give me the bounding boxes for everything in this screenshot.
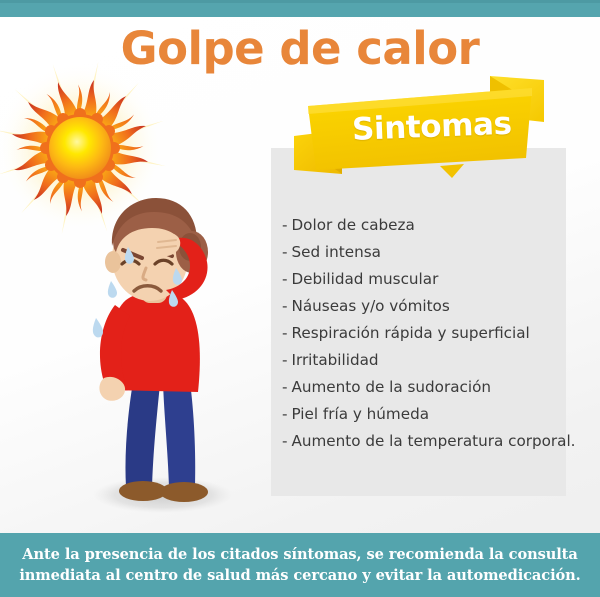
page-title: Golpe de calor <box>120 22 480 75</box>
list-item-label: Debilidad muscular <box>291 270 439 288</box>
bullet-dash: - <box>282 378 288 396</box>
sintomas-ribbon: Sintomas <box>294 76 570 178</box>
footer-line-2: inmediata al centro de salud más cercano… <box>19 567 581 584</box>
list-item-label: Sed intensa <box>291 243 381 261</box>
bullet-dash: - <box>282 216 288 234</box>
symptoms-panel <box>271 148 566 496</box>
bullet-dash: - <box>282 297 288 315</box>
bullet-dash: - <box>282 243 288 261</box>
symptoms-list: - Dolor de cabeza - Sed intensa - Debilidad… <box>282 212 576 455</box>
list-item-label: Aumento de la temperatura corporal. <box>291 432 576 450</box>
bullet-dash: - <box>282 432 288 450</box>
bullet-dash: - <box>282 405 288 423</box>
list-item-label: Respiración rápida y superficial <box>291 324 530 342</box>
list-item-label: Náuseas y/o vómitos <box>291 297 450 315</box>
list-item: - Irritabilidad <box>282 347 572 374</box>
list-item: - Piel fría y húmeda <box>282 401 572 428</box>
bullet-dash: - <box>282 351 288 369</box>
list-item: - Sed intensa <box>282 239 572 266</box>
list-item: - Aumento de la temperatura corporal. <box>282 428 576 455</box>
list-item: - Aumento de la sudoración <box>282 374 572 401</box>
list-item: - Respiración rápida y superficial <box>282 320 572 347</box>
list-item: - Debilidad muscular <box>282 266 572 293</box>
bullet-dash: - <box>282 324 288 342</box>
footer-line-1: Ante la presencia de los citados síntoma… <box>22 546 578 563</box>
list-item-label: Irritabilidad <box>291 351 379 369</box>
top-accent-bar <box>0 0 600 17</box>
list-item: - Náuseas y/o vómitos <box>282 293 572 320</box>
bullet-dash: - <box>282 270 288 288</box>
list-item-label: Aumento de la sudoración <box>291 378 492 396</box>
list-item-label: Dolor de cabeza <box>291 216 415 234</box>
footer-banner: Ante la presencia de los citados síntoma… <box>0 533 600 597</box>
list-item: - Dolor de cabeza <box>282 212 572 239</box>
list-item-label: Piel fría y húmeda <box>291 405 430 423</box>
